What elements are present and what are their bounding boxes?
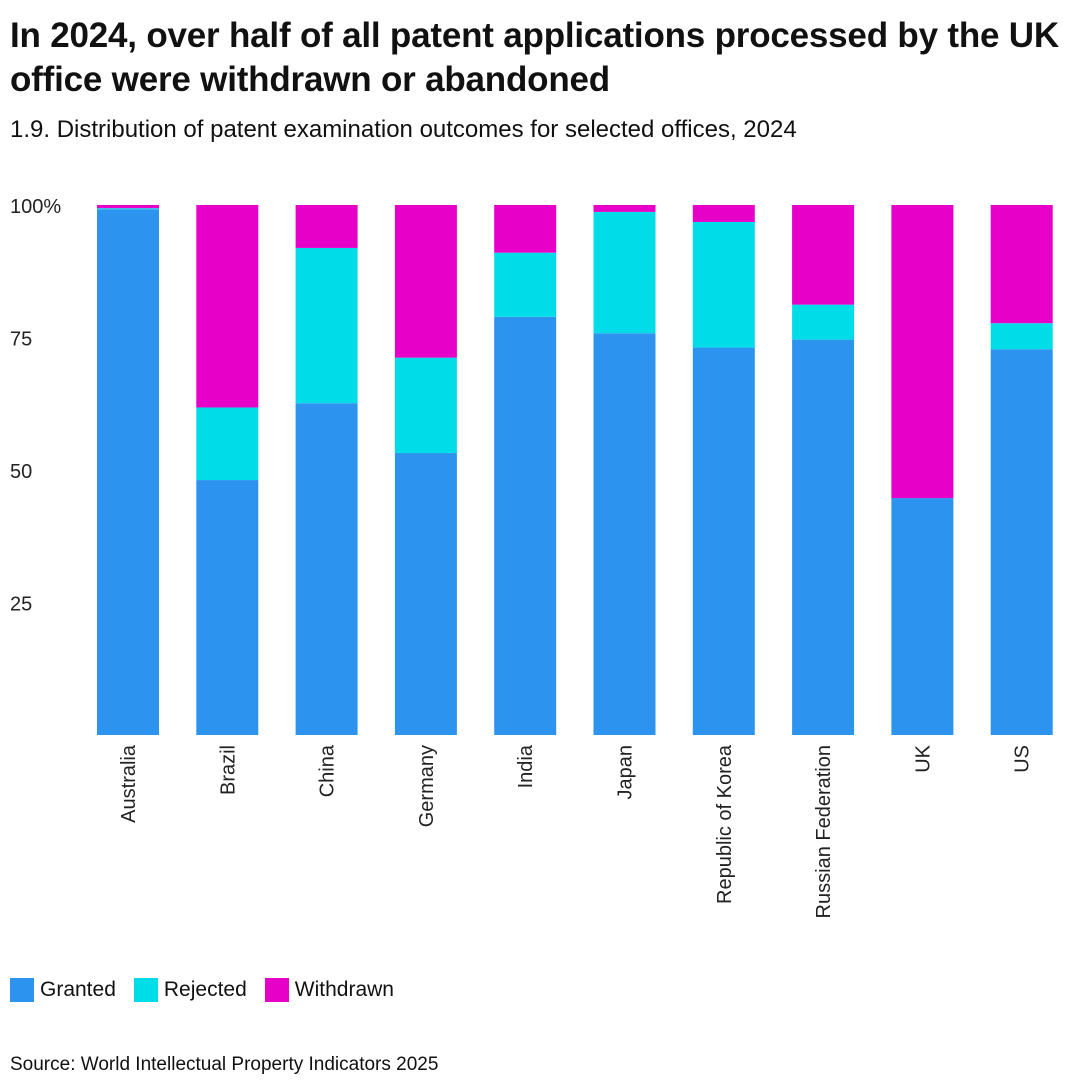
bar-segment-withdrawn: [692, 205, 755, 222]
legend-swatch: [133, 978, 158, 1002]
bar-segment-rejected: [97, 208, 159, 210]
bar-segment-granted: [792, 339, 855, 735]
bar-segment-withdrawn: [97, 205, 159, 209]
bar-segment-withdrawn: [891, 205, 954, 499]
bar-segment-granted: [394, 453, 457, 735]
bar-segment-withdrawn: [196, 205, 259, 408]
bar-segment-granted: [593, 333, 656, 735]
y-tick-label: 75: [10, 329, 32, 351]
legend-swatch: [264, 978, 289, 1002]
x-tick-label: US: [1012, 745, 1034, 773]
bar-segment-granted: [692, 347, 755, 735]
x-tick-label: China: [317, 744, 339, 797]
bar-segment-withdrawn: [990, 205, 1053, 324]
bar-segment-withdrawn: [792, 205, 855, 305]
bar-segment-granted: [891, 498, 954, 735]
bar-segment-rejected: [494, 252, 557, 317]
legend: Granted Rejected Withdrawn: [10, 978, 394, 1002]
bar-segment-granted: [990, 349, 1053, 735]
legend-item: Rejected: [133, 978, 247, 1002]
bar-segment-granted: [97, 209, 159, 736]
source-note: Source: World Intellectual Property Indi…: [10, 1054, 439, 1075]
bar-segment-withdrawn: [394, 205, 457, 358]
chart-header: In 2024, over half of all patent applica…: [10, 14, 1076, 144]
x-tick-label: Brazil: [217, 745, 239, 795]
x-tick-label: Republic of Korea: [714, 744, 736, 904]
legend-item: Withdrawn: [264, 978, 394, 1002]
legend-label: Rejected: [163, 978, 247, 1001]
bar-segment-rejected: [792, 304, 855, 340]
bar-segment-withdrawn: [494, 205, 557, 253]
x-tick-label: India: [515, 744, 537, 788]
x-tick-label: Japan: [615, 745, 637, 800]
y-tick-label: 25: [10, 594, 32, 616]
bar-segment-rejected: [990, 323, 1053, 350]
x-tick-label: UK: [912, 744, 934, 772]
bar-segment-rejected: [692, 221, 755, 348]
bar-segment-rejected: [295, 247, 358, 404]
y-tick-label: 100%: [10, 196, 61, 218]
bar-segment-rejected: [394, 357, 457, 454]
legend-label: Withdrawn: [294, 978, 394, 1001]
legend-item: Granted: [10, 978, 116, 1002]
chart-title: In 2024, over half of all patent applica…: [10, 16, 1059, 99]
x-tick-label: Australia: [118, 744, 140, 823]
bar-segment-granted: [196, 480, 259, 735]
bar-segment-withdrawn: [593, 205, 656, 212]
legend-swatch: [10, 978, 34, 1002]
bar-segment-granted: [295, 403, 358, 735]
stacked-bar-chart: 25 50 75 100% Australia Brazil China Germany Ind…: [10, 196, 1053, 918]
x-tick-label: Russian Federation: [813, 745, 835, 918]
bar-segment-withdrawn: [295, 205, 358, 248]
legend-label: Granted: [40, 978, 116, 1001]
chart-subtitle: 1.9. Distribution of patent examination …: [10, 116, 797, 143]
y-tick-label: 50: [10, 461, 32, 483]
bar-segment-rejected: [196, 407, 259, 481]
bar-segment-rejected: [593, 211, 656, 334]
x-tick-label: Germany: [416, 745, 438, 827]
bar-segment-granted: [494, 316, 557, 735]
